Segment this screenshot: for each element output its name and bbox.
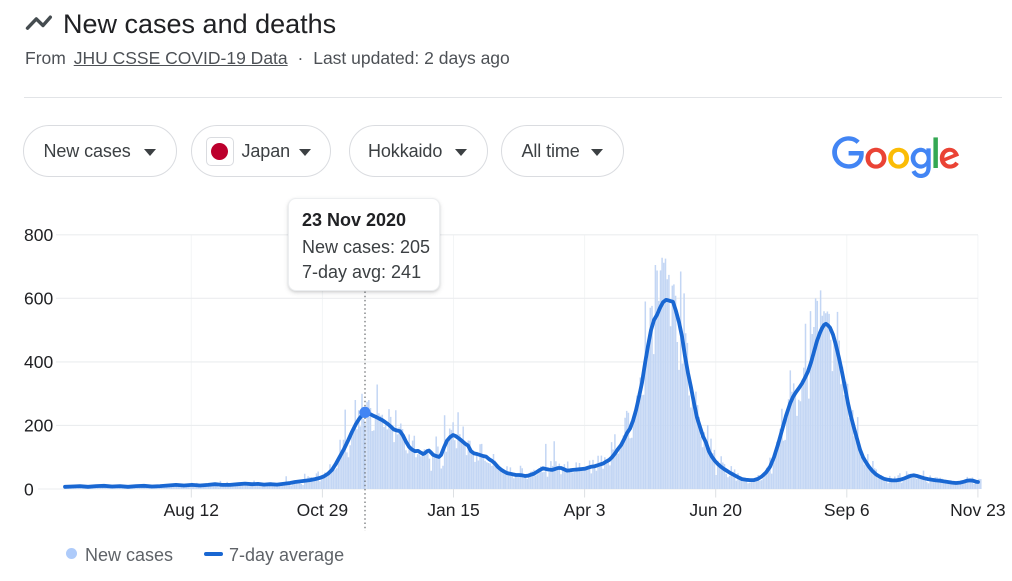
svg-text:Jun 20: Jun 20	[689, 500, 742, 520]
svg-text:Aug 12: Aug 12	[164, 500, 219, 520]
svg-text:0: 0	[24, 479, 34, 499]
svg-text:200: 200	[24, 416, 53, 436]
svg-text:Apr 3: Apr 3	[564, 500, 606, 520]
svg-text:Nov 23: Nov 23	[950, 500, 1005, 520]
svg-text:Oct 29: Oct 29	[297, 500, 349, 520]
svg-text:400: 400	[24, 352, 53, 372]
svg-text:Sep 6: Sep 6	[824, 500, 870, 520]
svg-text:Jan 15: Jan 15	[427, 500, 480, 520]
svg-text:800: 800	[24, 225, 53, 245]
svg-text:600: 600	[24, 289, 53, 309]
